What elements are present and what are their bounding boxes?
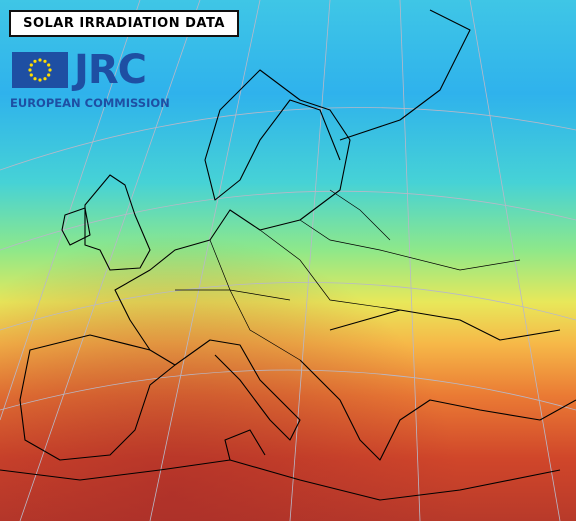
star — [47, 73, 51, 77]
italy — [174, 339, 301, 441]
parallel — [0, 107, 576, 171]
iberia — [19, 334, 176, 461]
star — [33, 77, 37, 81]
balkans-anatolia — [299, 359, 576, 461]
mainland — [114, 69, 351, 351]
border — [259, 229, 401, 311]
north-africa — [0, 459, 561, 501]
star — [38, 78, 42, 82]
ireland — [61, 207, 91, 246]
star — [28, 68, 32, 72]
star — [29, 63, 33, 67]
meridian — [149, 0, 261, 521]
parallel — [0, 281, 576, 331]
britain — [84, 174, 151, 271]
logo-subtitle: EUROPEAN COMMISSION — [10, 96, 170, 110]
star — [29, 73, 33, 77]
border — [299, 219, 521, 271]
border — [329, 189, 391, 241]
star — [43, 59, 47, 63]
coastlines — [0, 9, 576, 501]
meridian — [399, 0, 421, 521]
parallel — [0, 369, 576, 411]
title-box: SOLAR IRRADIATION DATA — [9, 10, 239, 37]
star — [38, 58, 42, 62]
border — [175, 289, 291, 301]
star — [43, 77, 47, 81]
flag-field — [12, 52, 68, 88]
meridian — [0, 0, 141, 421]
black-sea — [329, 309, 561, 341]
meridian — [289, 0, 331, 521]
north-coast — [339, 9, 471, 141]
star — [48, 68, 52, 72]
star — [47, 63, 51, 67]
star — [33, 59, 37, 63]
borders — [175, 189, 521, 361]
flag-stars — [28, 58, 52, 82]
eu-flag — [12, 52, 68, 88]
parallel — [0, 190, 576, 251]
border — [209, 239, 301, 361]
logo-name: JRC — [74, 47, 147, 93]
meridian — [19, 0, 201, 521]
sicily — [224, 429, 266, 461]
